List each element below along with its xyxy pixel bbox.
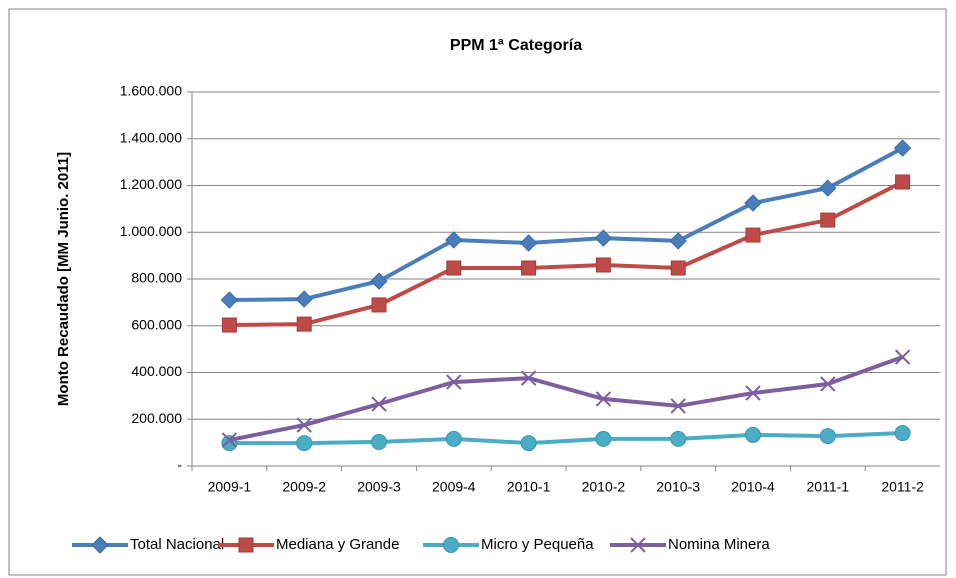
marker	[819, 179, 837, 197]
chart-border	[8, 8, 947, 576]
marker	[445, 430, 462, 447]
chart-title: PPM 1ª Categoría	[450, 37, 582, 54]
marker	[670, 430, 687, 447]
legend-marker	[630, 537, 646, 553]
x-tick-label: 2011-2	[881, 479, 924, 495]
marker	[220, 291, 239, 309]
marker	[446, 260, 462, 276]
x-tick-label: 2009-2	[282, 479, 326, 495]
marker	[594, 229, 613, 247]
y-tick-label: 1.000.000	[120, 223, 182, 239]
marker	[221, 432, 238, 448]
legend-label: Total Nacional	[130, 536, 224, 553]
y-tick-label: 600.000	[131, 316, 182, 332]
marker	[520, 435, 537, 452]
legend-label: Micro y Pequeña	[481, 536, 594, 553]
marker	[296, 417, 312, 433]
y-tick-label: 800.000	[131, 270, 182, 286]
marker	[670, 398, 686, 414]
marker	[893, 139, 912, 157]
series-line	[229, 355, 904, 443]
marker	[894, 425, 911, 442]
y-tick-label: 1.400.000	[120, 129, 182, 145]
x-tick-label: 2009-3	[357, 479, 401, 495]
y-tick-label: -	[177, 457, 182, 473]
marker	[820, 212, 836, 228]
y-tick-label: 1.600.000	[120, 83, 182, 99]
x-tick-label: 2009-1	[208, 479, 252, 495]
marker	[296, 435, 313, 452]
y-tick-label: 200.000	[131, 410, 182, 426]
marker	[370, 272, 388, 290]
series-line	[229, 431, 903, 446]
marker	[595, 391, 612, 407]
y-axis-label: Monto Recaudado [MM Junio. 2011]	[55, 152, 72, 406]
y-tick-label: 1.200.000	[120, 176, 182, 192]
marker	[520, 370, 537, 386]
marker	[519, 234, 538, 252]
marker	[595, 430, 612, 447]
marker	[371, 433, 387, 450]
y-tick-label: 400.000	[131, 363, 182, 379]
marker	[819, 428, 836, 445]
x-tick-label: 2010-1	[507, 479, 551, 495]
marker	[221, 317, 237, 333]
marker	[745, 426, 761, 443]
marker	[446, 374, 462, 390]
legend-marker	[443, 537, 459, 553]
x-tick-label: 2010-3	[656, 479, 700, 495]
marker	[295, 290, 313, 308]
marker	[371, 396, 387, 412]
marker	[820, 376, 836, 392]
marker	[445, 231, 463, 249]
marker	[595, 257, 611, 273]
series-line	[229, 180, 904, 328]
series-line	[229, 146, 904, 303]
x-tick-label: 2011-1	[807, 479, 850, 495]
marker	[669, 232, 687, 250]
x-tick-label: 2009-4	[432, 479, 476, 495]
legend-label: Nomina Minera	[668, 536, 770, 553]
marker	[745, 227, 761, 243]
marker	[895, 174, 911, 190]
marker	[521, 260, 537, 276]
x-tick-label: 2010-4	[731, 479, 775, 495]
legend-label: Mediana y Grande	[276, 536, 399, 553]
legend-marker	[238, 537, 254, 553]
marker	[745, 385, 761, 401]
legend-marker	[91, 536, 109, 554]
marker	[744, 194, 762, 212]
x-tick-label: 2010-2	[582, 479, 626, 495]
marker	[296, 316, 312, 332]
marker	[371, 297, 387, 313]
marker	[894, 349, 911, 365]
marker	[670, 260, 686, 276]
